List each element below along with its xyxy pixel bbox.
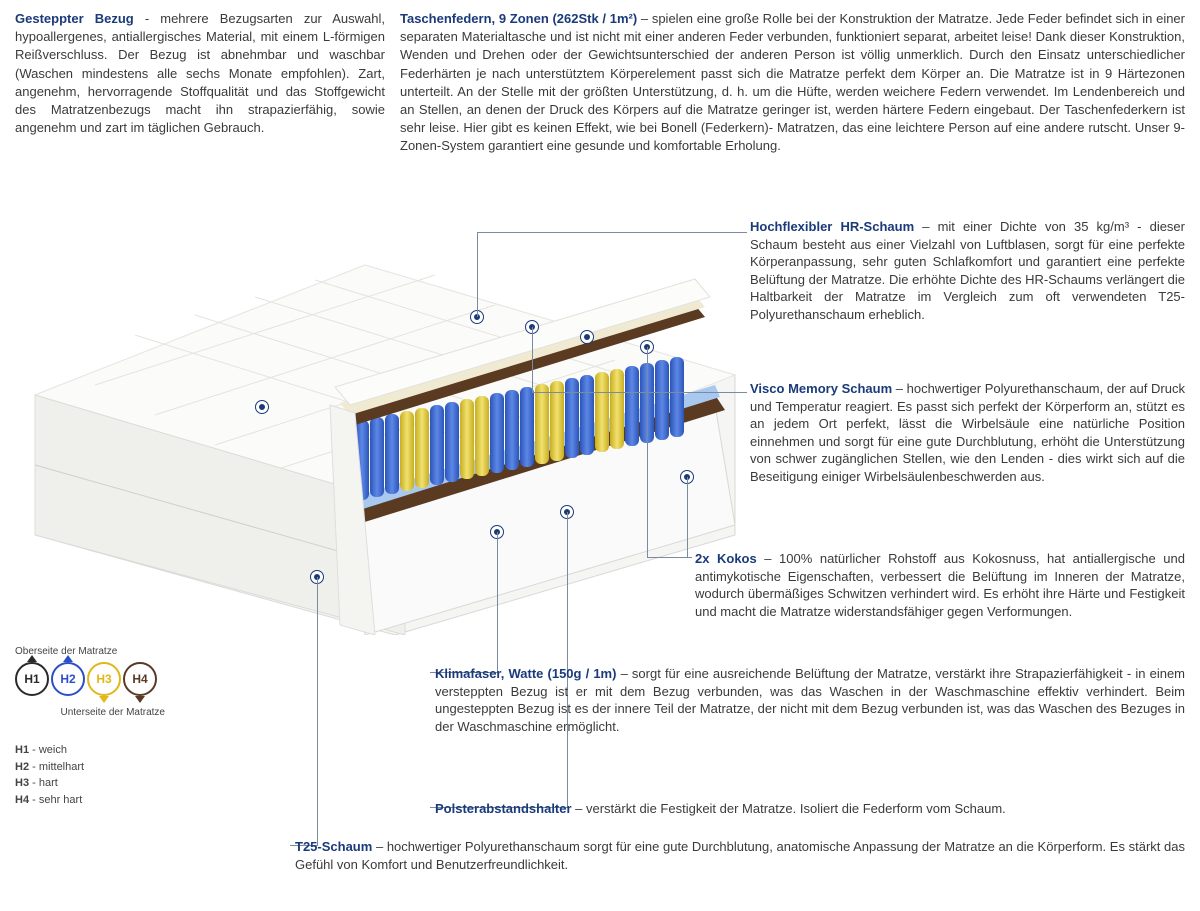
text-t25: – hochwertiger Polyurethanschaum sorgt f… [295, 839, 1185, 872]
callout-visco: Visco Memory Schaum – hochwertiger Polyu… [750, 380, 1185, 485]
legend-code-h1: H1 [24, 671, 39, 688]
legend-row-h1: H1 - weich [15, 742, 165, 759]
firmness-legend: Oberseite der Matratze H1 H2 H3 H4 Unter… [15, 645, 165, 808]
leader-polster-v [567, 512, 568, 807]
heading-t25: T25-Schaum [295, 839, 372, 854]
legend-k4: H4 [15, 794, 29, 806]
leader-kokos2-v [647, 347, 648, 557]
legend-circle-h4: H4 [123, 662, 157, 696]
top-right-block: Taschenfedern, 9 Zonen (262Stk / 1m²) – … [400, 10, 1185, 156]
legend-l1: weich [39, 744, 67, 756]
leader-kokos-v [687, 477, 688, 557]
legend-code-h2: H2 [60, 671, 75, 688]
leader-visco-v [532, 327, 533, 392]
legend-bottom-label: Unterseite der Matratze [15, 706, 165, 720]
leader-visco [532, 392, 747, 393]
legend-circle-h3: H3 [87, 662, 121, 696]
legend-circles: H1 H2 H3 H4 [15, 662, 165, 696]
top-row: Gesteppter Bezug - mehrere Bezugsarten z… [15, 10, 1185, 164]
legend-k3: H3 [15, 777, 29, 789]
legend-row-h2: H2 - mittelhart [15, 759, 165, 776]
mattress-illustration [15, 205, 755, 635]
callout-klima: Klimafaser, Watte (150g / 1m) – sorgt fü… [435, 665, 1185, 735]
text-visco: – hochwertiger Polyurethanschaum, der au… [750, 381, 1185, 484]
legend-code-h3: H3 [96, 671, 111, 688]
heading-kokos: 2x Kokos [695, 551, 757, 566]
legend-k1: H1 [15, 744, 29, 756]
heading-polster: Polsterabstandshalter [435, 801, 572, 816]
legend-row-h3: H3 - hart [15, 775, 165, 792]
top-left-block: Gesteppter Bezug - mehrere Bezugsarten z… [15, 10, 385, 156]
text-hr: – mit einer Dichte von 35 kg/m³ - dieser… [750, 219, 1185, 322]
heading-klima: Klimafaser, Watte (150g / 1m) [435, 666, 616, 681]
text-polster: – verstärkt die Festigkeit der Matratze.… [572, 801, 1006, 816]
heading-bezug: Gesteppter Bezug [15, 11, 134, 26]
callout-t25: T25-Schaum – hochwertiger Polyurethansch… [295, 838, 1185, 873]
heading-hr: Hochflexibler HR-Schaum [750, 219, 914, 234]
callout-hr: Hochflexibler HR-Schaum – mit einer Dich… [750, 218, 1185, 323]
legend-l2: mittelhart [39, 761, 84, 773]
text-federn: – spielen eine große Rolle bei der Konst… [400, 11, 1185, 153]
leader-klima-v [497, 532, 498, 672]
leader-kokos [647, 557, 692, 558]
callout-kokos: 2x Kokos – 100% natürlicher Rohstoff aus… [695, 550, 1185, 620]
legend-circle-h2: H2 [51, 662, 85, 696]
leader-hr-v [477, 232, 478, 317]
leader-t25-v [317, 577, 318, 845]
legend-l3: hart [39, 777, 58, 789]
legend-row-h4: H4 - sehr hart [15, 792, 165, 809]
heading-federn: Taschenfedern, 9 Zonen (262Stk / 1m²) [400, 11, 637, 26]
marker-bezug [255, 400, 269, 414]
text-kokos: – 100% natürlicher Rohstoff aus Kokosnus… [695, 551, 1185, 619]
text-bezug: - mehrere Bezugsarten zur Auswahl, hypoa… [15, 11, 385, 135]
legend-k2: H2 [15, 761, 29, 773]
marker-federn [580, 330, 594, 344]
legend-code-h4: H4 [132, 671, 147, 688]
legend-keylist: H1 - weich H2 - mittelhart H3 - hart H4 … [15, 742, 165, 808]
legend-circle-h1: H1 [15, 662, 49, 696]
heading-visco: Visco Memory Schaum [750, 381, 892, 396]
legend-l4: sehr hart [39, 794, 82, 806]
callout-polster: Polsterabstandshalter – verstärkt die Fe… [435, 800, 1185, 818]
legend-top-label: Oberseite der Matratze [15, 645, 165, 659]
leader-hr [477, 232, 747, 233]
